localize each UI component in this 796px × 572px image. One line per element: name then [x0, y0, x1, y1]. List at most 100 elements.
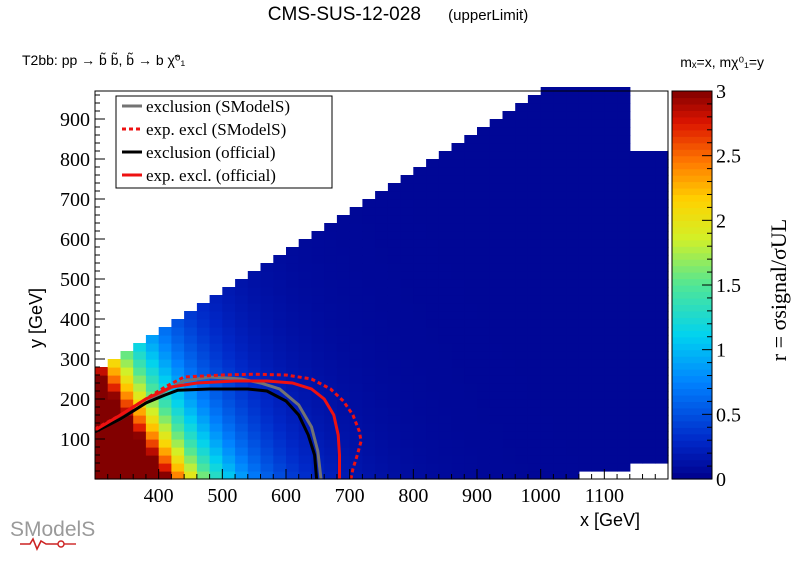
heatmap-cell [413, 399, 427, 408]
heatmap-cell [196, 343, 211, 352]
heatmap-cell [502, 367, 516, 376]
heatmap-cell [629, 223, 644, 232]
heatmap-cell [489, 231, 503, 240]
heatmap-cell [120, 351, 134, 360]
heatmap-cell [158, 359, 172, 368]
heatmap-cell [629, 199, 644, 208]
heatmap-cell [273, 471, 287, 480]
heatmap-cell [591, 111, 605, 120]
heatmap-cell [235, 319, 249, 328]
heatmap-cell [451, 343, 465, 352]
heatmap-cell [107, 399, 121, 408]
heatmap-cell [336, 351, 351, 360]
heatmap-cell [604, 447, 618, 456]
color-scale-band [672, 91, 712, 99]
heatmap-cell [553, 239, 567, 248]
heatmap-cell [235, 407, 249, 416]
heatmap-cell [464, 175, 478, 184]
heatmap-cell [362, 271, 376, 280]
heatmap-cell [629, 415, 644, 424]
heatmap-cell [235, 343, 249, 352]
heatmap-cell [260, 319, 274, 328]
heatmap-cell [515, 247, 529, 256]
heatmap-cell [477, 439, 491, 448]
color-scale-band [672, 394, 712, 402]
heatmap-cell [235, 383, 249, 392]
heatmap-cell [527, 199, 542, 208]
heatmap-cell [298, 239, 312, 248]
heatmap-cell [260, 359, 274, 368]
heatmap-cell [235, 335, 249, 344]
heatmap-cell [604, 207, 618, 216]
color-scale-band [672, 129, 712, 137]
heatmap-cell [209, 359, 223, 368]
heatmap-cell [273, 447, 287, 456]
heatmap-cell [247, 287, 262, 296]
heatmap-cell [413, 335, 427, 344]
heatmap-cell [502, 311, 516, 320]
heatmap-cell [184, 399, 198, 408]
heatmap-cell [604, 431, 618, 440]
color-scale-band [672, 356, 712, 364]
heatmap-cell [502, 327, 516, 336]
heatmap-cell [515, 135, 529, 144]
heatmap-cell [324, 471, 338, 480]
heatmap-cell [553, 111, 567, 120]
heatmap-cell [489, 151, 503, 160]
heatmap-cell [540, 431, 554, 440]
heatmap-cell [591, 119, 605, 128]
heatmap-cell [642, 455, 656, 464]
heatmap-cell [298, 399, 312, 408]
heatmap-cell [438, 167, 453, 176]
heatmap-cell [247, 383, 262, 392]
heatmap-cell [604, 135, 618, 144]
heatmap-cell [553, 191, 567, 200]
heatmap-cell [566, 247, 580, 256]
curve-exp-excl-smodels [94, 372, 363, 480]
heatmap-cell [260, 303, 274, 312]
heatmap-cell [426, 335, 440, 344]
color-scale-band [672, 278, 712, 286]
heatmap-cell [349, 255, 363, 264]
heatmap-cell [604, 407, 618, 416]
heatmap-cell [196, 303, 211, 312]
heatmap-cell [578, 191, 593, 200]
heatmap-cell [158, 423, 172, 432]
heatmap-cell [311, 407, 325, 416]
heatmap-cell [375, 207, 389, 216]
heatmap-cell [655, 343, 669, 352]
x-axis-label: x [GeV] [580, 510, 640, 530]
heatmap-cell [247, 279, 262, 288]
heatmap-cell [553, 159, 567, 168]
heatmap-cell [629, 151, 644, 160]
heatmap-cell [133, 447, 147, 456]
heatmap-cell [375, 263, 389, 272]
heatmap-cell [196, 471, 211, 480]
heatmap-cell [387, 367, 402, 376]
heatmap-cell [286, 351, 300, 360]
heatmap-cell [617, 167, 631, 176]
y-tick-label: 400 [60, 309, 90, 331]
heatmap-cell [426, 431, 440, 440]
heatmap-cell [477, 391, 491, 400]
heatmap-cell [273, 455, 287, 464]
heatmap-cell [375, 271, 389, 280]
heatmap-cell [502, 207, 516, 216]
heatmap-cell [438, 455, 453, 464]
heatmap-cell [527, 231, 542, 240]
heatmap-cell [489, 135, 503, 144]
heatmap-cell [120, 471, 134, 480]
heatmap-cell [413, 223, 427, 232]
heatmap-cell [604, 175, 618, 184]
heatmap-cell [629, 239, 644, 248]
heatmap-cell [591, 447, 605, 456]
heatmap-cell [336, 391, 351, 400]
heatmap-cell [617, 247, 631, 256]
heatmap-cell [311, 383, 325, 392]
heatmap-cell [133, 343, 147, 352]
heatmap-cell [209, 311, 223, 320]
heatmap-cell [451, 383, 465, 392]
heatmap-cell [171, 327, 185, 336]
color-scale-band [672, 252, 712, 260]
heatmap-cell [642, 247, 656, 256]
